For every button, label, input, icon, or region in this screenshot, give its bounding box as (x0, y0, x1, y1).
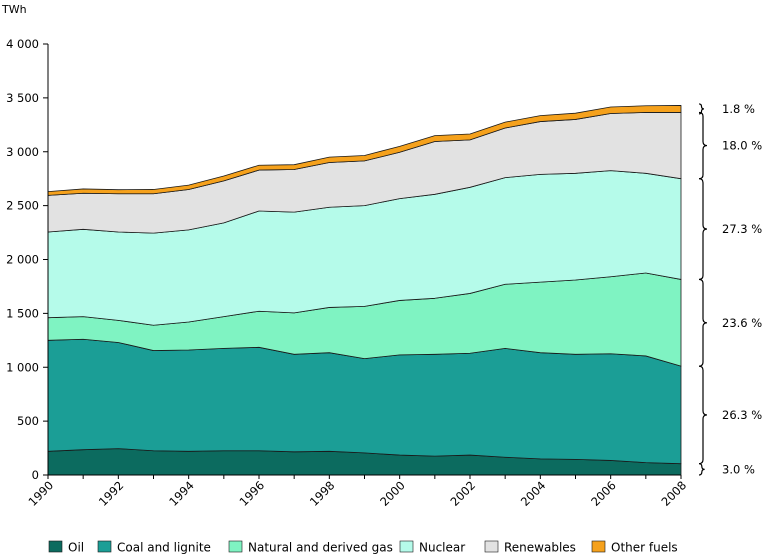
area-other-fuels (47, 105, 682, 196)
share-label-natural-and-derived-gas: 23.6 % (722, 316, 762, 330)
legend-swatch-natural-and-derived-gas (228, 540, 243, 553)
share-label-nuclear: 27.3 % (722, 222, 762, 236)
x-tick-label: 1994 (166, 478, 197, 509)
brace-natural-and-derived-gas (698, 278, 708, 367)
legend: Oil Coal and lignite Natural and derived g… (48, 540, 678, 554)
legend-swatch-renewables (484, 540, 499, 553)
brace-renewables (698, 111, 708, 180)
legend-label-coal-and-lignite: Coal and lignite (117, 541, 211, 554)
share-label-renewables: 18.0 % (722, 139, 762, 153)
legend-label-oil: Oil (68, 541, 84, 554)
y-unit-label: TWh (1, 3, 27, 16)
y-tick-label: 4 000 (6, 37, 39, 51)
share-label-coal-and-lignite: 26.3 % (722, 408, 762, 422)
x-tick-label: 2008 (659, 478, 690, 509)
x-tick-label: 2004 (518, 478, 549, 509)
brace-coal-and-lignite (698, 365, 708, 465)
y-tick-label: 500 (17, 414, 39, 428)
brace-nuclear (698, 178, 708, 281)
y-tick-label: 2 000 (6, 253, 39, 267)
legend-label-natural-and-derived-gas: Natural and derived gas (248, 541, 393, 554)
legend-label-nuclear: Nuclear (419, 541, 465, 554)
legend-label-other-fuels: Other fuels (611, 541, 678, 554)
share-label-oil: 3.0 % (722, 462, 755, 476)
x-ticks: 1990 1992 1994 1996 1998 2000 2002 2004 2006 2008 (26, 475, 690, 509)
brace-oil (698, 463, 705, 476)
y-ticks: 0 500 1 000 1 500 2 000 2 500 3 000 3 500 4 000 (6, 37, 48, 482)
y-tick-label: 3 500 (6, 91, 39, 105)
x-tick-label: 2006 (588, 478, 619, 509)
legend-swatch-other-fuels (591, 540, 606, 553)
y-tick-label: 3 000 (6, 145, 39, 159)
share-braces: 1.8 % 18.0 % 27.3 % 23.6 % 26.3 % 3.0 % (698, 102, 762, 476)
y-tick-label: 2 500 (6, 199, 39, 213)
x-tick-label: 1992 (96, 478, 127, 509)
x-tick-label: 2002 (448, 478, 479, 509)
legend-swatch-oil (48, 540, 63, 553)
x-tick-label: 1998 (307, 478, 338, 509)
share-label-other-fuels: 1.8 % (722, 102, 755, 116)
area-series-group (47, 105, 682, 476)
x-tick-label: 1996 (237, 478, 268, 509)
y-tick-label: 0 (32, 468, 39, 482)
legend-swatch-nuclear (399, 540, 414, 553)
x-tick-label: 1990 (26, 478, 57, 509)
y-tick-label: 1 000 (6, 360, 39, 374)
x-tick-label: 2000 (377, 478, 408, 509)
legend-swatch-coal-and-lignite (97, 540, 112, 553)
legend-label-renewables: Renewables (504, 541, 576, 554)
y-tick-label: 1 500 (6, 306, 39, 320)
